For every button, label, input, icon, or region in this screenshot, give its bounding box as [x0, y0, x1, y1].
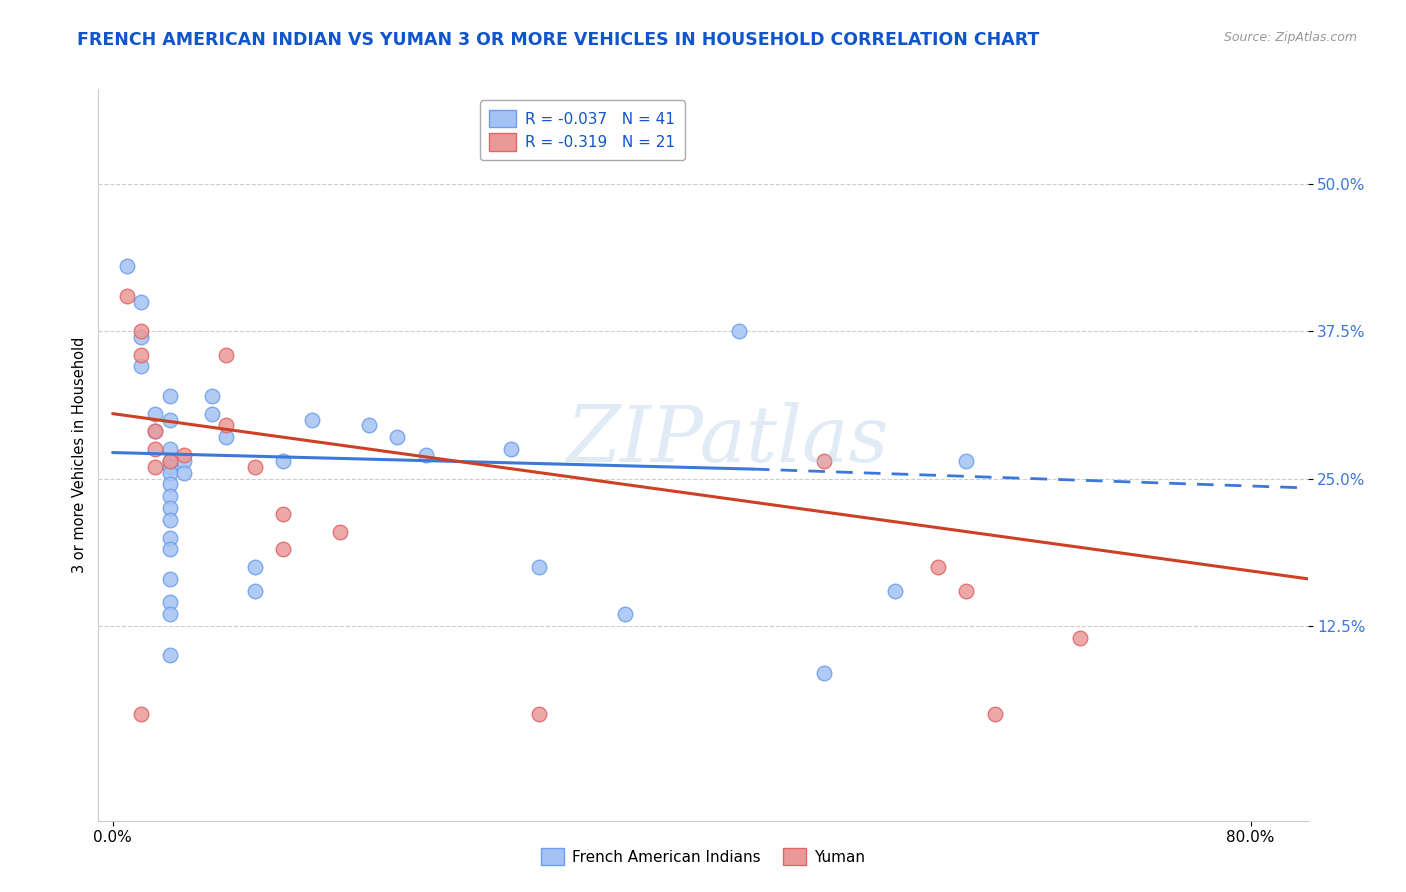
Point	[129, 324, 152, 338]
Point	[143, 425, 166, 439]
Point	[143, 425, 166, 439]
Point	[115, 259, 138, 273]
Point	[215, 430, 238, 444]
Point	[159, 459, 181, 474]
Point	[159, 454, 181, 468]
Point	[201, 389, 224, 403]
Legend: French American Indians, Yuman: French American Indians, Yuman	[536, 842, 870, 871]
Point	[159, 648, 181, 663]
Point	[1069, 631, 1091, 645]
Point	[159, 531, 181, 545]
Point	[329, 524, 352, 539]
Point	[529, 707, 551, 722]
Point	[173, 454, 195, 468]
Point	[884, 583, 907, 598]
Point	[357, 418, 380, 433]
Point	[385, 430, 408, 444]
Point	[159, 466, 181, 480]
Text: FRENCH AMERICAN INDIAN VS YUMAN 3 OR MORE VEHICLES IN HOUSEHOLD CORRELATION CHAR: FRENCH AMERICAN INDIAN VS YUMAN 3 OR MOR…	[77, 31, 1039, 49]
Point	[115, 288, 138, 302]
Point	[273, 542, 295, 557]
Point	[529, 560, 551, 574]
Point	[301, 412, 323, 426]
Point	[159, 572, 181, 586]
Point	[159, 389, 181, 403]
Point	[129, 707, 152, 722]
Point	[727, 324, 749, 338]
Point	[243, 583, 266, 598]
Point	[273, 507, 295, 521]
Point	[159, 595, 181, 609]
Point	[129, 359, 152, 374]
Point	[159, 513, 181, 527]
Point	[143, 407, 166, 421]
Point	[955, 454, 977, 468]
Point	[129, 330, 152, 344]
Point	[143, 442, 166, 456]
Point	[813, 666, 835, 681]
Point	[173, 448, 195, 462]
Point	[143, 459, 166, 474]
Y-axis label: 3 or more Vehicles in Household: 3 or more Vehicles in Household	[72, 337, 87, 573]
Point	[983, 707, 1005, 722]
Point	[955, 583, 977, 598]
Point	[215, 348, 238, 362]
Point	[159, 454, 181, 468]
Point	[129, 294, 152, 309]
Point	[159, 542, 181, 557]
Point	[159, 477, 181, 491]
Text: Source: ZipAtlas.com: Source: ZipAtlas.com	[1223, 31, 1357, 45]
Point	[243, 459, 266, 474]
Point	[927, 560, 949, 574]
Point	[159, 607, 181, 622]
Text: ZIPatlas: ZIPatlas	[567, 402, 889, 478]
Point	[243, 560, 266, 574]
Point	[159, 442, 181, 456]
Point	[613, 607, 636, 622]
Point	[201, 407, 224, 421]
Point	[415, 448, 437, 462]
Point	[813, 454, 835, 468]
Point	[159, 412, 181, 426]
Point	[129, 348, 152, 362]
Point	[499, 442, 522, 456]
Point	[215, 418, 238, 433]
Point	[159, 501, 181, 516]
Point	[173, 466, 195, 480]
Point	[159, 489, 181, 503]
Point	[273, 454, 295, 468]
